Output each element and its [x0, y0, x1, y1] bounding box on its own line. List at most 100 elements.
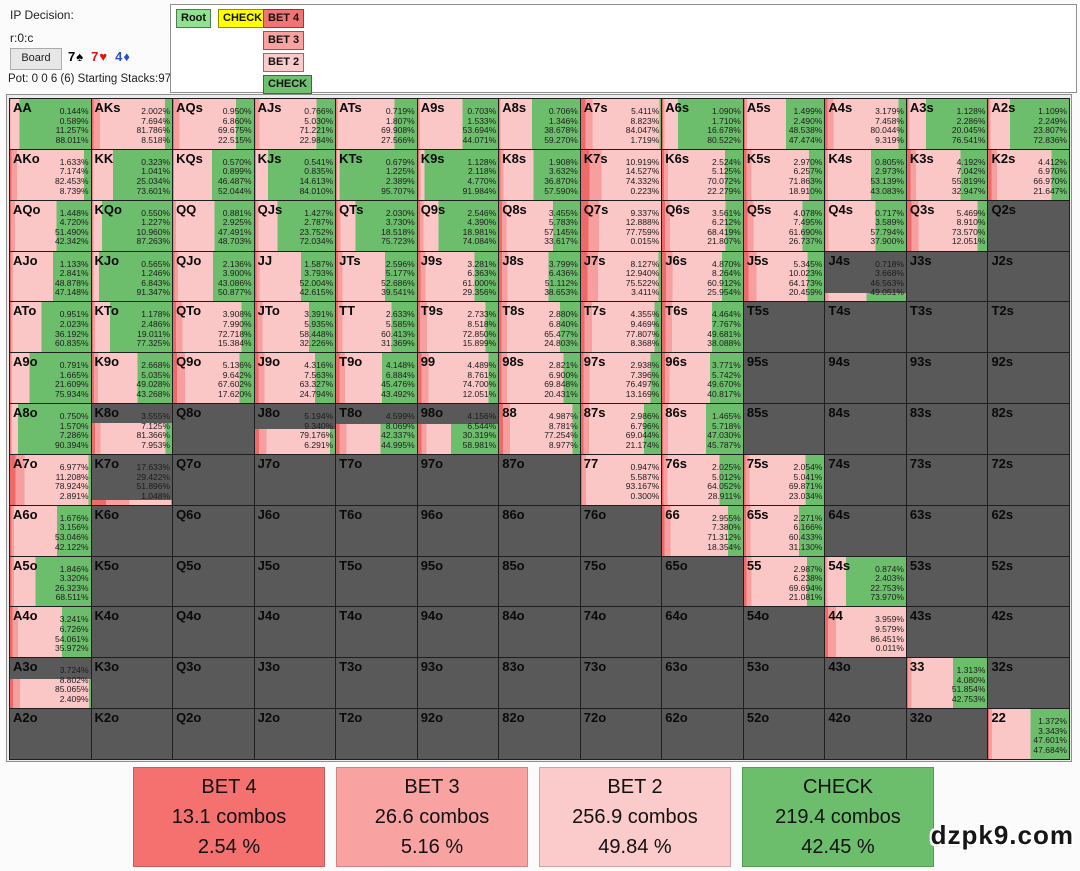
hand-cell-T6s[interactable]: 4.464% 7.767% 49.681% 38.088% T6s: [662, 302, 744, 354]
hand-cell-73o[interactable]: 73o: [580, 658, 663, 710]
hand-cell-62s[interactable]: 62s: [988, 505, 1070, 557]
hand-cell-82s[interactable]: 82s: [988, 404, 1070, 455]
hand-cell-QJs[interactable]: 1.427% 2.787% 23.752% 72.034% QJs: [254, 200, 337, 252]
hand-cell-A4s[interactable]: 3.179% 7.458% 80.044% 9.319% A4s: [825, 99, 907, 150]
hand-cell-72o[interactable]: 72o: [580, 709, 663, 760]
hand-cell-Q6o[interactable]: Q6o: [173, 505, 255, 557]
hand-cell-76s[interactable]: 2.025% 5.012% 64.052% 28.911% 76s: [662, 454, 744, 506]
hand-cell-Q3s[interactable]: 5.469% 8.910% 73.570% 12.051% Q3s: [906, 200, 989, 252]
hand-cell-75s[interactable]: 2.054% 5.041% 69.871% 23.034% 75s: [743, 454, 826, 506]
hand-cell-J4s[interactable]: 0.718% 3.668% 46.563% 49.051% J4s: [825, 251, 907, 303]
hand-cell-A6s[interactable]: 1.090% 1.710% 16.678% 80.522% A6s: [662, 99, 744, 150]
hand-cell-KJo[interactable]: 0.565% 1.246% 6.843% 91.347% KJo: [91, 251, 174, 303]
hand-cell-AKs[interactable]: 2.002% 7.694% 81.786% 8.518% AKs: [91, 99, 174, 150]
hand-cell-J3o[interactable]: J3o: [254, 658, 337, 710]
hand-cell-A3o[interactable]: 3.724% 8.802% 85.065% 2.409% A3o: [10, 658, 92, 710]
hand-cell-J7s[interactable]: 8.127% 12.940% 75.522% 3.411% J7s: [580, 251, 663, 303]
hand-cell-82o[interactable]: 82o: [499, 709, 581, 760]
hand-cell-42s[interactable]: 42s: [988, 607, 1070, 659]
hand-cell-K7o[interactable]: 17.633% 29.422% 51.896% 1.048% K7o: [91, 454, 174, 506]
hand-cell-J9s[interactable]: 3.281% 6.363% 61.000% 29.356% J9s: [417, 251, 500, 303]
hand-cell-AQo[interactable]: 1.448% 4.720% 51.490% 42.342% AQo: [10, 200, 92, 252]
hand-cell-Q5o[interactable]: Q5o: [173, 556, 255, 608]
hand-cell-KJs[interactable]: 0.541% 0.835% 14.613% 84.010% KJs: [254, 149, 337, 201]
tree-node-bet4[interactable]: BET 4: [263, 9, 305, 28]
tree-node-bet2[interactable]: BET 2: [263, 53, 305, 72]
hand-cell-55[interactable]: 2.987% 6.238% 69.694% 21.081% 55: [743, 556, 826, 608]
hand-cell-A9o[interactable]: 0.791% 1.665% 21.609% 75.934% A9o: [10, 353, 92, 405]
hand-cell-77[interactable]: 0.947% 5.587% 93.167% 0.300% 77: [580, 454, 663, 506]
hand-cell-95s[interactable]: 95s: [743, 353, 826, 405]
hand-cell-J2o[interactable]: J2o: [254, 709, 337, 760]
hand-cell-AKo[interactable]: 1.633% 7.174% 82.453% 8.739% AKo: [10, 149, 92, 201]
tree-node-root[interactable]: Root: [176, 9, 212, 28]
hand-cell-TT[interactable]: 2.633% 5.585% 60.413% 31.369% TT: [336, 302, 418, 354]
hand-cell-T4o[interactable]: T4o: [336, 607, 418, 659]
hand-cell-KTo[interactable]: 1.178% 2.486% 19.011% 77.325% KTo: [91, 302, 174, 354]
hand-cell-K9o[interactable]: 2.668% 5.035% 49.028% 43.268% K9o: [91, 353, 174, 405]
hand-cell-KQs[interactable]: 0.570% 0.899% 46.487% 52.044% KQs: [173, 149, 255, 201]
hand-cell-74o[interactable]: 74o: [580, 607, 663, 659]
hand-cell-KTs[interactable]: 0.679% 1.225% 2.389% 95.707% KTs: [336, 149, 418, 201]
hand-cell-K8s[interactable]: 1.908% 3.632% 36.870% 57.590% K8s: [499, 149, 581, 201]
hand-cell-32o[interactable]: 32o: [906, 709, 989, 760]
hand-cell-73s[interactable]: 73s: [906, 454, 989, 506]
hand-cell-94s[interactable]: 94s: [825, 353, 907, 405]
hand-cell-Q8s[interactable]: 3.455% 5.783% 57.145% 33.617% Q8s: [499, 200, 581, 252]
hand-cell-44[interactable]: 3.959% 9.579% 86.451% 0.011% 44: [825, 607, 907, 659]
hand-cell-A6o[interactable]: 1.676% 3.156% 53.046% 42.122% A6o: [10, 505, 92, 557]
hand-cell-KQo[interactable]: 0.550% 1.227% 10.960% 87.263% KQo: [91, 200, 174, 252]
hand-cell-ATo[interactable]: 0.951% 2.023% 36.192% 60.835% ATo: [10, 302, 92, 354]
hand-cell-J6s[interactable]: 4.870% 8.264% 60.912% 25.954% J6s: [662, 251, 744, 303]
hand-cell-74s[interactable]: 74s: [825, 454, 907, 506]
hand-cell-Q6s[interactable]: 3.561% 6.212% 68.419% 21.807% Q6s: [662, 200, 744, 252]
hand-cell-99[interactable]: 4.489% 8.761% 74.700% 12.051% 99: [417, 353, 500, 405]
hand-cell-76o[interactable]: 76o: [580, 505, 663, 557]
hand-cell-32s[interactable]: 32s: [988, 658, 1070, 710]
hand-cell-63o[interactable]: 63o: [662, 658, 744, 710]
hand-cell-K6s[interactable]: 2.524% 5.125% 70.072% 22.279% K6s: [662, 149, 744, 201]
hand-cell-65o[interactable]: 65o: [662, 556, 744, 608]
hand-cell-97o[interactable]: 97o: [417, 454, 500, 506]
hand-cell-A2s[interactable]: 1.109% 2.249% 23.807% 72.836% A2s: [988, 99, 1070, 150]
hand-cell-J7o[interactable]: J7o: [254, 454, 337, 506]
hand-cell-Q4s[interactable]: 0.717% 3.589% 57.794% 37.900% Q4s: [825, 200, 907, 252]
hand-cell-85s[interactable]: 85s: [743, 404, 826, 455]
hand-cell-AA[interactable]: 0.144% 0.589% 11.257% 88.011% AA: [10, 99, 92, 150]
hand-cell-84s[interactable]: 84s: [825, 404, 907, 455]
hand-cell-JTo[interactable]: 3.391% 5.935% 58.448% 32.226% JTo: [254, 302, 337, 354]
tree-node-check-selected[interactable]: CHECK: [218, 9, 268, 28]
hand-cell-A9s[interactable]: 0.703% 1.533% 53.694% 44.071% A9s: [417, 99, 500, 150]
hand-cell-QTs[interactable]: 2.030% 3.730% 18.518% 75.723% QTs: [336, 200, 418, 252]
hand-cell-62o[interactable]: 62o: [662, 709, 744, 760]
tree-node-check-action[interactable]: CHECK: [263, 75, 313, 94]
hand-cell-T2s[interactable]: T2s: [988, 302, 1070, 354]
tree-node-bet3[interactable]: BET 3: [263, 31, 305, 50]
hand-cell-63s[interactable]: 63s: [906, 505, 989, 557]
hand-cell-A8o[interactable]: 0.750% 1.570% 7.286% 90.394% A8o: [10, 404, 92, 455]
hand-cell-AJo[interactable]: 1.133% 2.841% 48.878% 47.148% AJo: [10, 251, 92, 303]
hand-cell-33[interactable]: 1.313% 4.080% 51.854% 42.753% 33: [906, 658, 989, 710]
hand-cell-52s[interactable]: 52s: [988, 556, 1070, 608]
hand-cell-K4s[interactable]: 0.805% 2.973% 53.139% 43.083% K4s: [825, 149, 907, 201]
hand-cell-72s[interactable]: 72s: [988, 454, 1070, 506]
hand-cell-K8o[interactable]: 3.555% 7.125% 81.366% 7.953% K8o: [91, 404, 174, 455]
hand-cell-43s[interactable]: 43s: [906, 607, 989, 659]
hand-cell-A2o[interactable]: A2o: [10, 709, 92, 760]
hand-cell-T9s[interactable]: 2.733% 8.518% 72.850% 15.899% T9s: [417, 302, 500, 354]
hand-cell-J8s[interactable]: 3.799% 6.436% 51.112% 38.653% J8s: [499, 251, 581, 303]
hand-cell-95o[interactable]: 95o: [417, 556, 500, 608]
hand-cell-T3o[interactable]: T3o: [336, 658, 418, 710]
hand-cell-Q5s[interactable]: 4.078% 7.495% 61.690% 26.737% Q5s: [743, 200, 826, 252]
hand-cell-T7o[interactable]: T7o: [336, 454, 418, 506]
hand-cell-K3s[interactable]: 4.192% 7.042% 55.819% 32.947% K3s: [906, 149, 989, 201]
hand-cell-92o[interactable]: 92o: [417, 709, 500, 760]
hand-cell-66[interactable]: 2.955% 7.380% 71.312% 18.354% 66: [662, 505, 744, 557]
hand-cell-96s[interactable]: 3.771% 5.742% 49.670% 40.817% 96s: [662, 353, 744, 405]
hand-cell-84o[interactable]: 84o: [499, 607, 581, 659]
hand-cell-52o[interactable]: 52o: [743, 709, 826, 760]
hand-cell-QJo[interactable]: 2.136% 3.900% 43.086% 50.877% QJo: [173, 251, 255, 303]
hand-cell-A7o[interactable]: 6.977% 11.208% 78.924% 2.891% A7o: [10, 454, 92, 506]
hand-cell-53o[interactable]: 53o: [743, 658, 826, 710]
hand-cell-86o[interactable]: 86o: [499, 505, 581, 557]
